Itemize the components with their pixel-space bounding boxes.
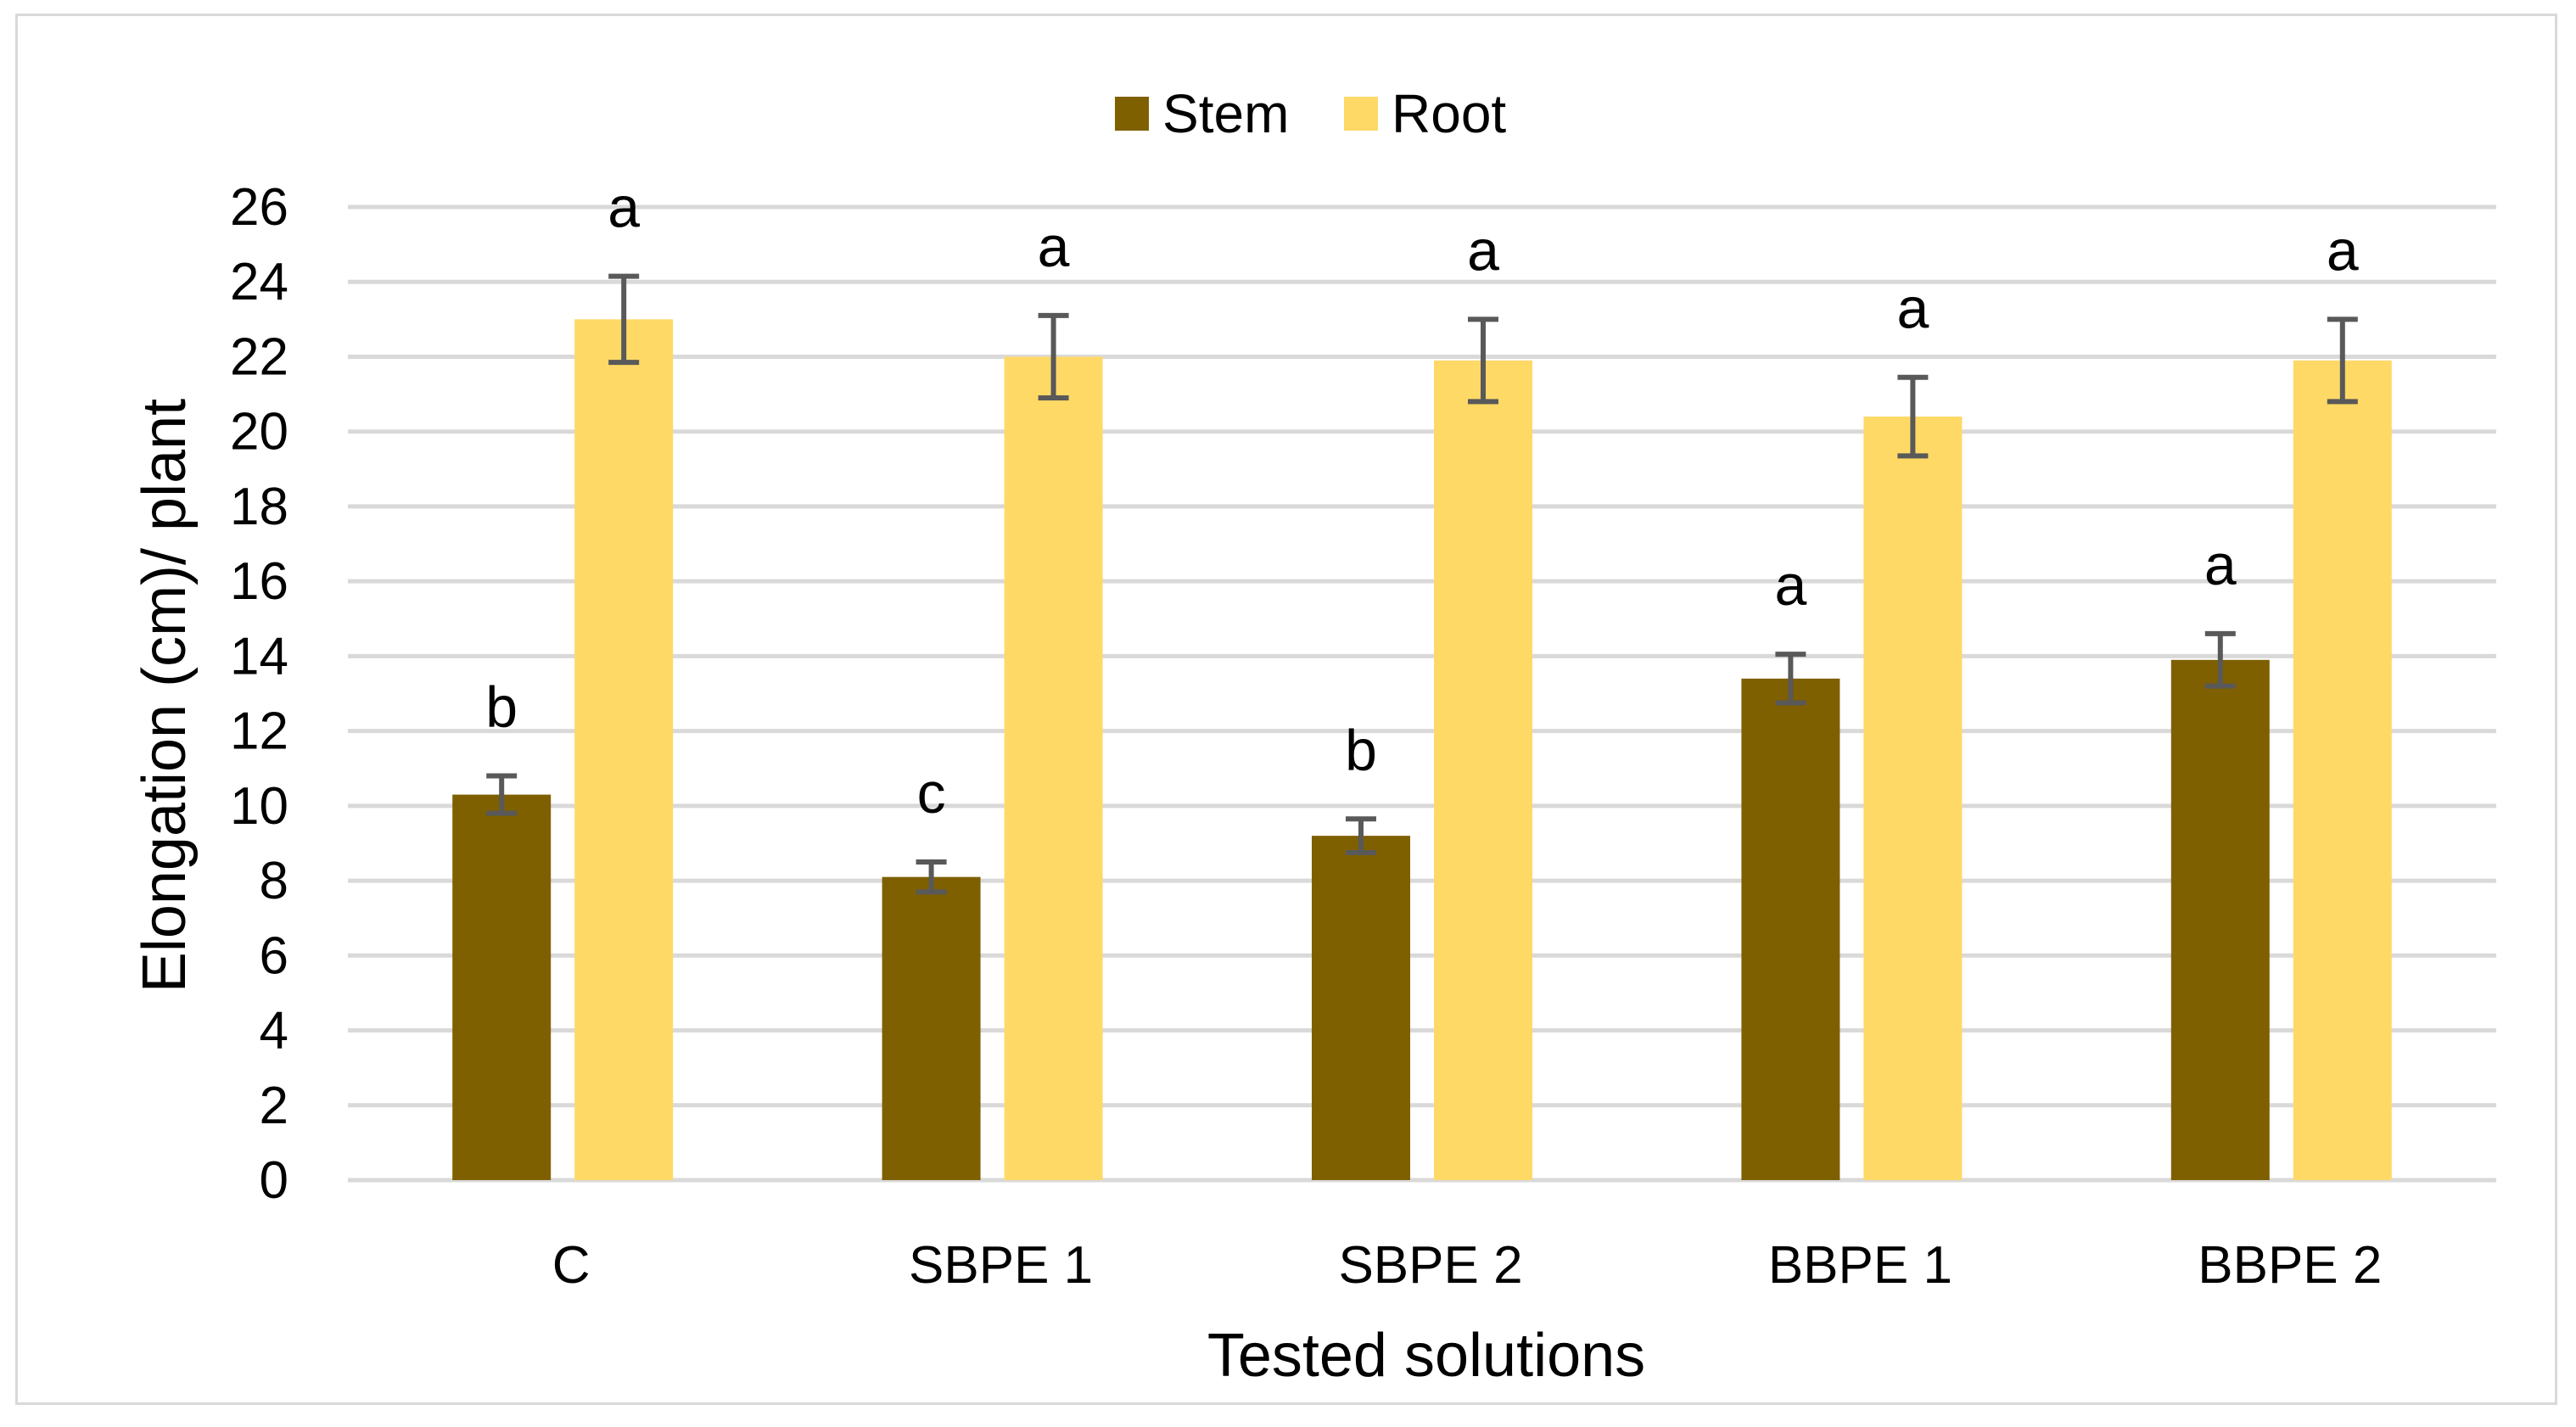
y-tick-label: 22 [230, 327, 288, 386]
x-tick-label: SBPE 1 [909, 1236, 1093, 1295]
x-axis-ticks: C SBPE 1 SBPE 2 BBPE 1 BBPE 2 [552, 1236, 2383, 1295]
significance-label: a [608, 176, 640, 240]
legend-swatch-root [1344, 97, 1378, 131]
y-tick-label: 20 [230, 403, 288, 462]
bar-root [574, 319, 674, 1180]
y-tick-label: 14 [230, 627, 288, 686]
bar-stem [882, 876, 981, 1180]
x-tick-label: C [552, 1236, 591, 1295]
significance-label: b [1345, 718, 1377, 782]
significance-label: b [485, 675, 518, 740]
y-tick-label: 10 [230, 777, 288, 836]
x-tick-label: BBPE 2 [2198, 1236, 2382, 1295]
significance-label: c [917, 761, 946, 825]
y-tick-label: 0 [260, 1151, 288, 1210]
legend-swatch-stem [1115, 97, 1149, 131]
bar-root [1434, 360, 1532, 1181]
bar-stem [452, 794, 552, 1180]
significance-label: a [1467, 218, 1499, 283]
x-tick-label: BBPE 1 [1768, 1236, 1952, 1295]
error-bars [486, 273, 2358, 895]
bar-stem [1741, 678, 1840, 1180]
legend-label-stem: Stem [1162, 83, 1289, 144]
significance-label: a [1038, 215, 1070, 279]
y-tick-label: 4 [260, 1002, 288, 1060]
x-tick-label: SBPE 2 [1338, 1236, 1522, 1295]
bar-root [2293, 360, 2392, 1181]
bar-stem [1312, 836, 1410, 1180]
y-tick-label: 2 [260, 1077, 288, 1135]
bars [452, 319, 2392, 1181]
significance-label: a [1774, 553, 1806, 618]
significance-label: a [2204, 533, 2237, 597]
y-tick-label: 6 [260, 926, 288, 985]
y-axis-title: Elongation (cm)/ plant [131, 399, 199, 993]
legend: Stem Root [1115, 83, 1506, 144]
bar-root [1863, 417, 1963, 1180]
y-tick-label: 8 [260, 852, 288, 910]
y-tick-label: 16 [230, 552, 288, 611]
significance-label: a [1896, 277, 1929, 341]
y-tick-label: 18 [230, 478, 288, 536]
significance-label: a [2327, 218, 2359, 283]
x-axis-title: Tested solutions [1207, 1322, 1645, 1390]
y-tick-label: 12 [230, 702, 288, 761]
bar-root [1004, 356, 1103, 1180]
legend-label-root: Root [1392, 83, 1506, 144]
y-tick-label: 26 [230, 178, 288, 237]
gridlines [348, 204, 2496, 1183]
chart-frame [15, 14, 2557, 1405]
bar-stem [2170, 659, 2270, 1180]
y-tick-label: 24 [230, 253, 288, 311]
significance-labels: b a c a b a a a a a [485, 176, 2359, 825]
